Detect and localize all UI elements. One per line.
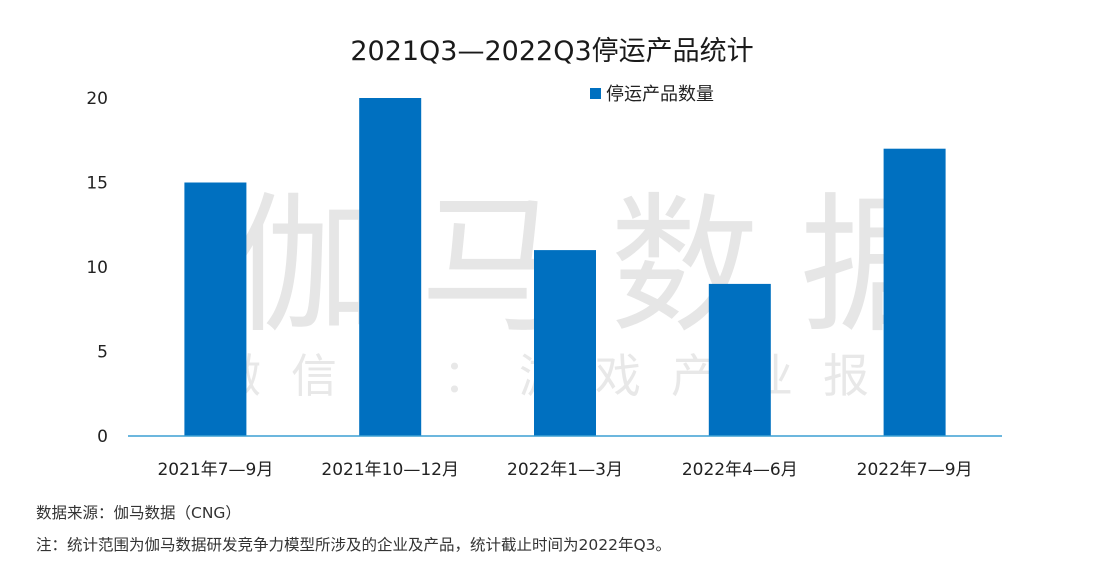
watermark: 伽马数据 微信号：游戏产业报告: [215, 180, 990, 403]
bar: [184, 182, 247, 436]
legend-label: 停运产品数量: [606, 84, 714, 105]
y-tick-label: 0: [97, 427, 108, 447]
y-axis-ticks: 0 5 10 15 20: [86, 89, 108, 447]
bar: [534, 250, 596, 436]
y-tick-label: 20: [86, 89, 108, 109]
legend-swatch: [590, 88, 601, 99]
y-tick-label: 15: [86, 174, 108, 194]
source-note: 数据来源：伽马数据（CNG）: [36, 504, 241, 522]
x-tick-label: 2022年1—3月: [507, 460, 623, 480]
bars: [184, 98, 946, 436]
chart-title: 2021Q3—2022Q3停运产品统计: [350, 36, 753, 67]
x-tick-label: 2022年4—6月: [682, 460, 798, 480]
bar: [883, 148, 946, 436]
x-axis-labels: 2021年7—9月 2021年10—12月 2022年1—3月 2022年4—6月 20…: [157, 460, 972, 480]
scope-note: 注：统计范围为伽马数据研发竞争力模型所涉及的企业及产品，统计截止时间为2022年…: [36, 536, 672, 554]
bar-chart: 伽马数据 微信号：游戏产业报告 2021Q3—2022Q3停运产品统计 停运产品…: [86, 36, 1002, 480]
bar: [359, 98, 422, 436]
x-tick-label: 2021年7—9月: [157, 460, 273, 480]
legend: 停运产品数量: [590, 84, 714, 105]
y-tick-label: 5: [97, 343, 108, 363]
y-tick-label: 10: [86, 258, 108, 278]
x-tick-label: 2022年7—9月: [857, 460, 973, 480]
bar: [708, 283, 771, 436]
x-tick-label: 2021年10—12月: [321, 460, 459, 480]
watermark-main: 伽马数据: [230, 180, 990, 354]
